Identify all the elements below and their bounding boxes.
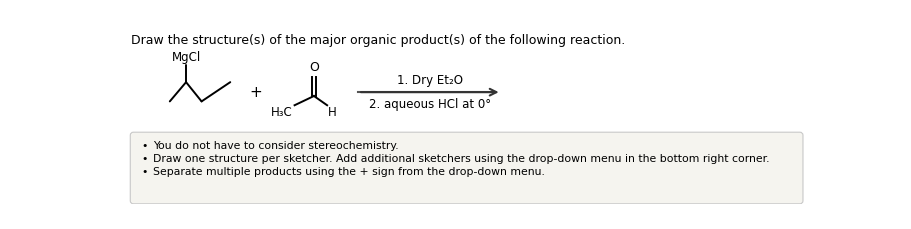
Text: •: • xyxy=(141,154,148,164)
Text: +: + xyxy=(250,85,262,100)
Text: •: • xyxy=(141,167,148,177)
Text: Separate multiple products using the + sign from the drop-down menu.: Separate multiple products using the + s… xyxy=(152,167,544,177)
Text: H: H xyxy=(328,106,336,119)
Text: You do not have to consider stereochemistry.: You do not have to consider stereochemis… xyxy=(152,141,398,151)
Text: Draw one structure per sketcher. Add additional sketchers using the drop-down me: Draw one structure per sketcher. Add add… xyxy=(152,154,768,164)
Text: 1. Dry Et₂O: 1. Dry Et₂O xyxy=(396,74,462,87)
Text: 2. aqueous HCl at 0°: 2. aqueous HCl at 0° xyxy=(368,98,490,111)
Text: •: • xyxy=(141,141,148,151)
Text: Draw the structure(s) of the major organic product(s) of the following reaction.: Draw the structure(s) of the major organ… xyxy=(131,34,625,47)
Text: O: O xyxy=(309,61,319,74)
Text: H₃C: H₃C xyxy=(271,106,292,119)
Text: MgCl: MgCl xyxy=(171,51,200,64)
FancyBboxPatch shape xyxy=(130,132,802,204)
